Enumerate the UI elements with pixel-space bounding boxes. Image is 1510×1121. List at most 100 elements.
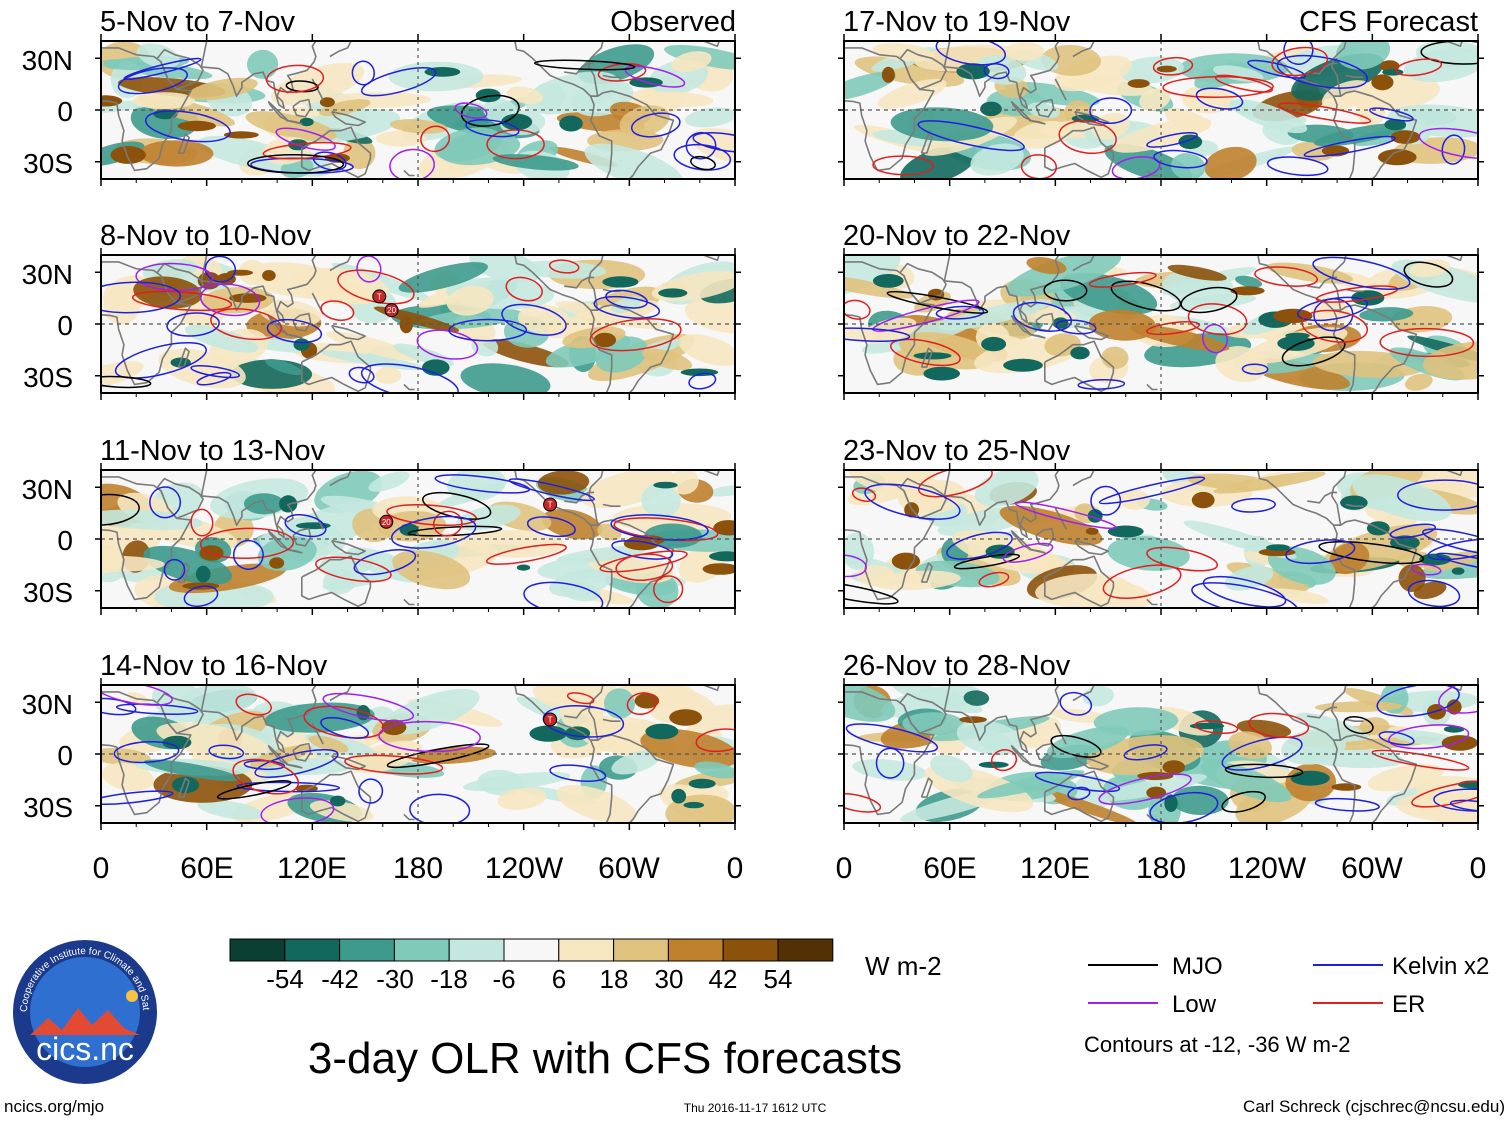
legend-label-er: ER [1392, 991, 1425, 1018]
olr-anomaly-core [269, 557, 285, 569]
olr-anomaly-core [559, 115, 583, 132]
olr-anomaly-shading [1422, 341, 1478, 380]
olr-anomaly-shading [1035, 573, 1134, 608]
map-panel-23-nov-to-25-nov [838, 463, 1484, 615]
tropical-storm-marker-icon: T [543, 712, 558, 727]
olr-anomaly-core [702, 563, 735, 575]
olr-anomaly-shading [1235, 275, 1263, 288]
lat-tick-0: 0 [57, 310, 73, 341]
storm-marker-label: 20 [387, 306, 396, 315]
olr-anomaly-shading [1139, 88, 1171, 111]
wave-contour [1388, 724, 1470, 750]
wave-contour [1162, 76, 1274, 98]
olr-anomaly-shading [1314, 123, 1406, 147]
coastline [403, 383, 415, 391]
coastline [285, 763, 303, 769]
olr-anomaly-shading [581, 470, 675, 509]
logo-inner-disc [30, 957, 140, 1067]
olr-anomaly-core [881, 66, 895, 83]
wave-contour [1153, 149, 1208, 169]
colorbar-swatch [722, 938, 779, 962]
footer-website-link[interactable]: ncics.org/mjo [4, 1097, 104, 1116]
colorbar-label-30: 30 [655, 964, 684, 994]
olr-anomaly-core [981, 336, 1007, 352]
coastline [564, 276, 595, 289]
olr-anomaly-shading [956, 720, 1023, 756]
wave-contour [432, 510, 463, 537]
colorbar-label-18: 18 [600, 964, 629, 994]
olr-anomaly-core [381, 719, 407, 736]
wave-contour [1449, 799, 1478, 812]
olr-anomaly-shading [1398, 564, 1426, 592]
wave-contour [653, 575, 684, 604]
olr-anomaly-core [293, 338, 310, 351]
olr-anomaly-core [516, 564, 531, 571]
olr-anomaly-core [399, 523, 419, 536]
wave-contour [1418, 127, 1478, 160]
olr-anomaly-shading [1409, 259, 1451, 278]
olr-anomaly-core [593, 332, 617, 348]
wave-contour [1314, 797, 1380, 812]
coastline [331, 324, 366, 341]
coastline [590, 90, 675, 179]
lat-tick-0: 0 [57, 525, 73, 556]
olr-anomaly-core [872, 274, 904, 288]
coastline [1028, 763, 1046, 769]
coastline [844, 261, 935, 386]
olr-anomaly-core [1127, 79, 1150, 88]
olr-anomaly-shading [1367, 764, 1444, 792]
map-panel-8-nov-to-10-nov: T 20 [95, 248, 741, 400]
colorbar-swatch [503, 938, 560, 962]
olr-anomaly-core [1070, 346, 1090, 360]
wave-contour [275, 127, 336, 151]
colorbar-units: W m-2 [865, 951, 942, 981]
wave-contour [199, 527, 295, 559]
wave-contour [1098, 773, 1192, 805]
olr-anomaly-core [330, 795, 346, 807]
olr-anomaly-shading [611, 750, 661, 775]
olr-anomaly-shading [1028, 786, 1140, 823]
coastline [1257, 255, 1347, 311]
wave-contour [1043, 279, 1088, 302]
coastline [200, 470, 317, 539]
olr-anomaly-shading [977, 770, 1085, 799]
olr-anomaly-core [1351, 290, 1385, 306]
wave-contour [320, 300, 355, 321]
coastline [943, 41, 1060, 110]
wave-contour [593, 295, 661, 319]
lon-tick-120w: 120W [1228, 852, 1307, 885]
coastline [943, 470, 1060, 539]
olr-anomaly-core [709, 551, 735, 562]
wave-contour [610, 514, 709, 541]
coastline [1257, 470, 1347, 526]
coastline [844, 476, 935, 601]
wave-contour [320, 716, 370, 739]
wave-contour [1427, 538, 1478, 561]
wave-contour [1191, 582, 1299, 608]
colorbar-swatch [229, 938, 286, 962]
wave-contour [389, 148, 436, 179]
lat-tick-30n: 30N [22, 474, 73, 505]
wave-contour [163, 558, 186, 581]
wave-contour [589, 318, 682, 352]
colorbar-swatch [667, 938, 724, 962]
olr-anomaly-shading [1228, 731, 1272, 760]
wave-contour [1343, 716, 1374, 735]
olr-anomaly-core [891, 552, 920, 570]
wave-contour [1411, 563, 1442, 576]
wave-contour [360, 67, 437, 97]
wave-contour [917, 470, 993, 498]
olr-anomaly-core [1178, 134, 1203, 150]
wave-contour [1224, 763, 1304, 779]
olr-anomaly-shading [549, 569, 613, 597]
wave-contour [236, 781, 341, 793]
panel-title-p7: 14-Nov to 16-Nov [100, 650, 328, 682]
olr-anomaly-shading [1212, 65, 1264, 82]
coastline [1035, 742, 1055, 762]
coastline [1146, 169, 1158, 177]
coastline [1044, 555, 1115, 608]
olr-anomaly-shading [639, 91, 714, 108]
wave-contour [615, 553, 674, 581]
olr-anomaly-shading [556, 545, 648, 564]
coastline [703, 41, 720, 47]
